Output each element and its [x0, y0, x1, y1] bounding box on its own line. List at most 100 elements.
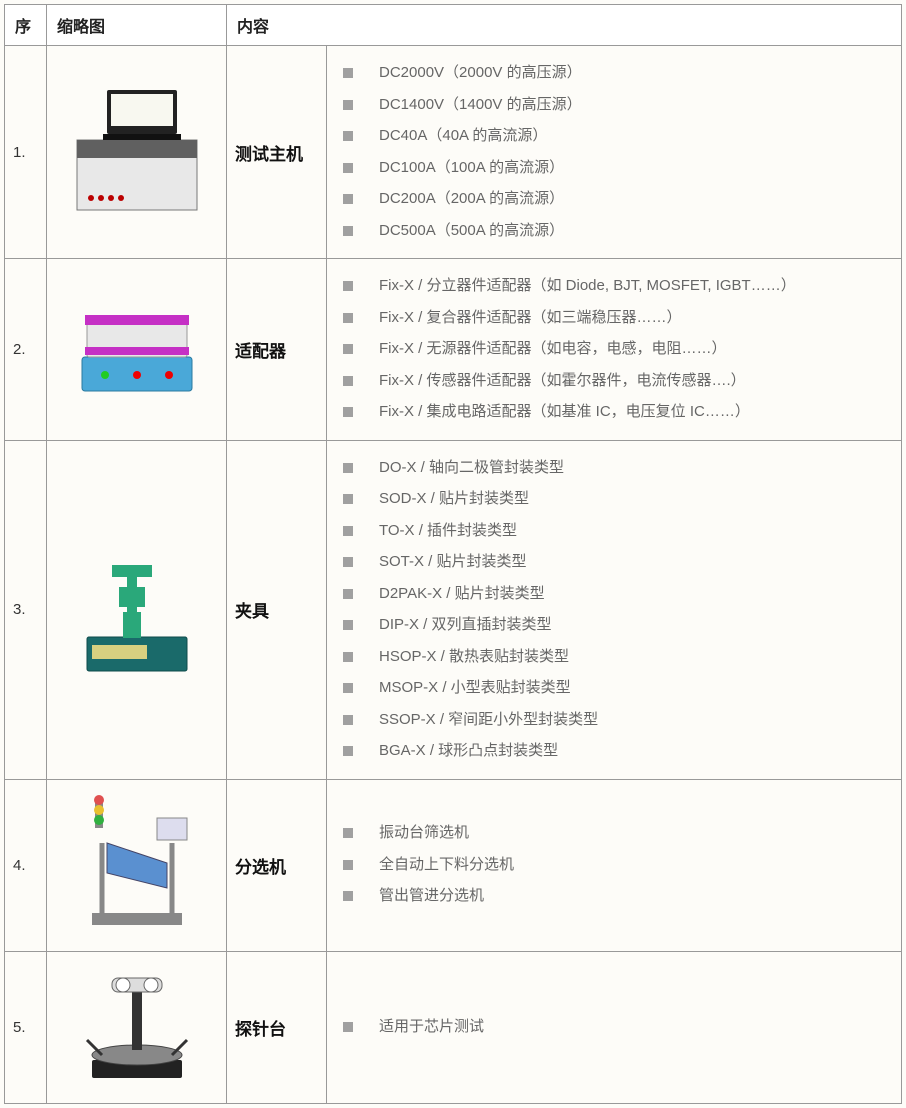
bullet-icon	[343, 1022, 353, 1032]
adapter-icon	[57, 287, 217, 407]
item-text: TO-X / 插件封装类型	[379, 517, 891, 546]
item-list: 适用于芯片测试	[337, 1013, 891, 1042]
list-item: 全自动上下料分选机	[337, 851, 891, 880]
instrument-icon	[57, 80, 217, 220]
item-text: DC2000V（2000V 的高压源）	[379, 59, 891, 88]
list-item: DIP-X / 双列直插封装类型	[337, 611, 891, 640]
list-item: SSOP-X / 窄间距小外型封装类型	[337, 706, 891, 735]
content-cell: Fix-X / 分立器件适配器（如 Diode, BJT, MOSFET, IG…	[327, 259, 902, 441]
item-text: DIP-X / 双列直插封装类型	[379, 611, 891, 640]
item-list: 振动台筛选机 全自动上下料分选机 管出管进分选机	[337, 819, 891, 911]
table-row: 4. 分选机	[5, 779, 902, 951]
list-item: DC200A（200A 的高流源）	[337, 185, 891, 214]
bullet-icon	[343, 376, 353, 386]
bullet-icon	[343, 746, 353, 756]
header-thumb: 缩略图	[47, 5, 227, 46]
list-item: SOT-X / 贴片封装类型	[337, 548, 891, 577]
content-cell: 振动台筛选机 全自动上下料分选机 管出管进分选机	[327, 779, 902, 951]
bullet-icon	[343, 715, 353, 725]
content-cell: 适用于芯片测试	[327, 951, 902, 1103]
list-item: 适用于芯片测试	[337, 1013, 891, 1042]
item-text: SSOP-X / 窄间距小外型封装类型	[379, 706, 891, 735]
bullet-icon	[343, 463, 353, 473]
item-text: DO-X / 轴向二极管封装类型	[379, 454, 891, 483]
thumb-cell	[47, 779, 227, 951]
list-item: Fix-X / 集成电路适配器（如基准 IC，电压复位 IC……）	[337, 398, 891, 427]
bullet-icon	[343, 100, 353, 110]
bullet-icon	[343, 194, 353, 204]
item-text: Fix-X / 复合器件适配器（如三端稳压器……）	[379, 304, 891, 333]
thumb-cell	[47, 259, 227, 441]
bullet-icon	[343, 828, 353, 838]
bullet-icon	[343, 860, 353, 870]
title-cell: 夹具	[227, 440, 327, 779]
seq-cell: 1.	[5, 46, 47, 259]
list-item: MSOP-X / 小型表贴封装类型	[337, 674, 891, 703]
list-item: TO-X / 插件封装类型	[337, 517, 891, 546]
thumb-cell	[47, 46, 227, 259]
bullet-icon	[343, 226, 353, 236]
item-text: HSOP-X / 散热表贴封装类型	[379, 643, 891, 672]
title-cell: 探针台	[227, 951, 327, 1103]
bullet-icon	[343, 68, 353, 78]
bullet-icon	[343, 891, 353, 901]
title-cell: 测试主机	[227, 46, 327, 259]
sorter-icon	[57, 788, 217, 938]
list-item: DC40A（40A 的高流源）	[337, 122, 891, 151]
seq-cell: 3.	[5, 440, 47, 779]
title-cell: 分选机	[227, 779, 327, 951]
bullet-icon	[343, 313, 353, 323]
table-header-row: 序 缩略图 内容	[5, 5, 902, 46]
item-text: SOD-X / 贴片封装类型	[379, 485, 891, 514]
bullet-icon	[343, 557, 353, 567]
list-item: D2PAK-X / 贴片封装类型	[337, 580, 891, 609]
probe-station-icon	[57, 960, 217, 1090]
item-text: Fix-X / 传感器件适配器（如霍尔器件，电流传感器….）	[379, 367, 891, 396]
bullet-icon	[343, 620, 353, 630]
seq-cell: 4.	[5, 779, 47, 951]
title-cell: 适配器	[227, 259, 327, 441]
bullet-icon	[343, 344, 353, 354]
bullet-icon	[343, 589, 353, 599]
list-item: DC100A（100A 的高流源）	[337, 154, 891, 183]
item-text: MSOP-X / 小型表贴封装类型	[379, 674, 891, 703]
bullet-icon	[343, 163, 353, 173]
bullet-icon	[343, 407, 353, 417]
list-item: HSOP-X / 散热表贴封装类型	[337, 643, 891, 672]
item-text: BGA-X / 球形凸点封装类型	[379, 737, 891, 766]
list-item: Fix-X / 分立器件适配器（如 Diode, BJT, MOSFET, IG…	[337, 272, 891, 301]
bullet-icon	[343, 281, 353, 291]
table-row: 1. 测试主机 DC2000V（2000V 的	[5, 46, 902, 259]
seq-cell: 5.	[5, 951, 47, 1103]
item-text: Fix-X / 分立器件适配器（如 Diode, BJT, MOSFET, IG…	[379, 272, 891, 301]
item-text: DC100A（100A 的高流源）	[379, 154, 891, 183]
equipment-table: 序 缩略图 内容 1.	[4, 4, 902, 1104]
list-item: 振动台筛选机	[337, 819, 891, 848]
table-row: 5. 探针台 适用于	[5, 951, 902, 1103]
list-item: Fix-X / 无源器件适配器（如电容，电感，电阻……）	[337, 335, 891, 364]
item-list: DC2000V（2000V 的高压源） DC1400V（1400V 的高压源） …	[337, 59, 891, 245]
header-seq: 序	[5, 5, 47, 46]
content-cell: DO-X / 轴向二极管封装类型 SOD-X / 贴片封装类型 TO-X / 插…	[327, 440, 902, 779]
list-item: DO-X / 轴向二极管封装类型	[337, 454, 891, 483]
bullet-icon	[343, 652, 353, 662]
list-item: DC1400V（1400V 的高压源）	[337, 91, 891, 120]
bullet-icon	[343, 494, 353, 504]
seq-cell: 2.	[5, 259, 47, 441]
list-item: 管出管进分选机	[337, 882, 891, 911]
item-list: Fix-X / 分立器件适配器（如 Diode, BJT, MOSFET, IG…	[337, 272, 891, 427]
list-item: BGA-X / 球形凸点封装类型	[337, 737, 891, 766]
item-text: D2PAK-X / 贴片封装类型	[379, 580, 891, 609]
item-text: 适用于芯片测试	[379, 1013, 891, 1042]
item-text: 振动台筛选机	[379, 819, 891, 848]
item-text: Fix-X / 无源器件适配器（如电容，电感，电阻……）	[379, 335, 891, 364]
fixture-icon	[57, 527, 217, 687]
item-text: DC500A（500A 的高流源）	[379, 217, 891, 246]
content-cell: DC2000V（2000V 的高压源） DC1400V（1400V 的高压源） …	[327, 46, 902, 259]
thumb-cell	[47, 951, 227, 1103]
item-text: DC40A（40A 的高流源）	[379, 122, 891, 151]
thumb-cell	[47, 440, 227, 779]
bullet-icon	[343, 131, 353, 141]
list-item: SOD-X / 贴片封装类型	[337, 485, 891, 514]
item-text: DC200A（200A 的高流源）	[379, 185, 891, 214]
